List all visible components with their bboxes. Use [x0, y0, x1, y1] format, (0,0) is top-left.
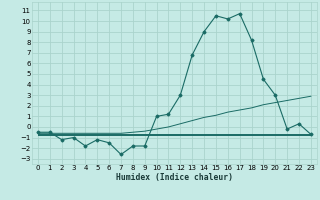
X-axis label: Humidex (Indice chaleur): Humidex (Indice chaleur)	[116, 173, 233, 182]
